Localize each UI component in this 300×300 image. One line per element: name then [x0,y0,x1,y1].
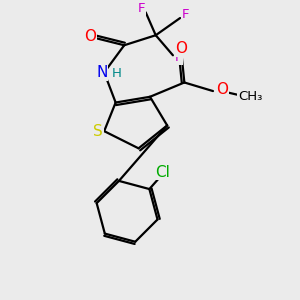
Text: O: O [216,82,228,97]
Text: H: H [112,68,122,80]
Text: Cl: Cl [155,164,170,179]
Text: N: N [96,65,108,80]
Text: O: O [176,41,188,56]
Text: F: F [138,2,145,15]
Text: O: O [84,29,96,44]
Text: S: S [93,124,103,139]
Text: F: F [175,51,182,64]
Text: CH₃: CH₃ [238,90,262,103]
Text: F: F [182,8,189,21]
